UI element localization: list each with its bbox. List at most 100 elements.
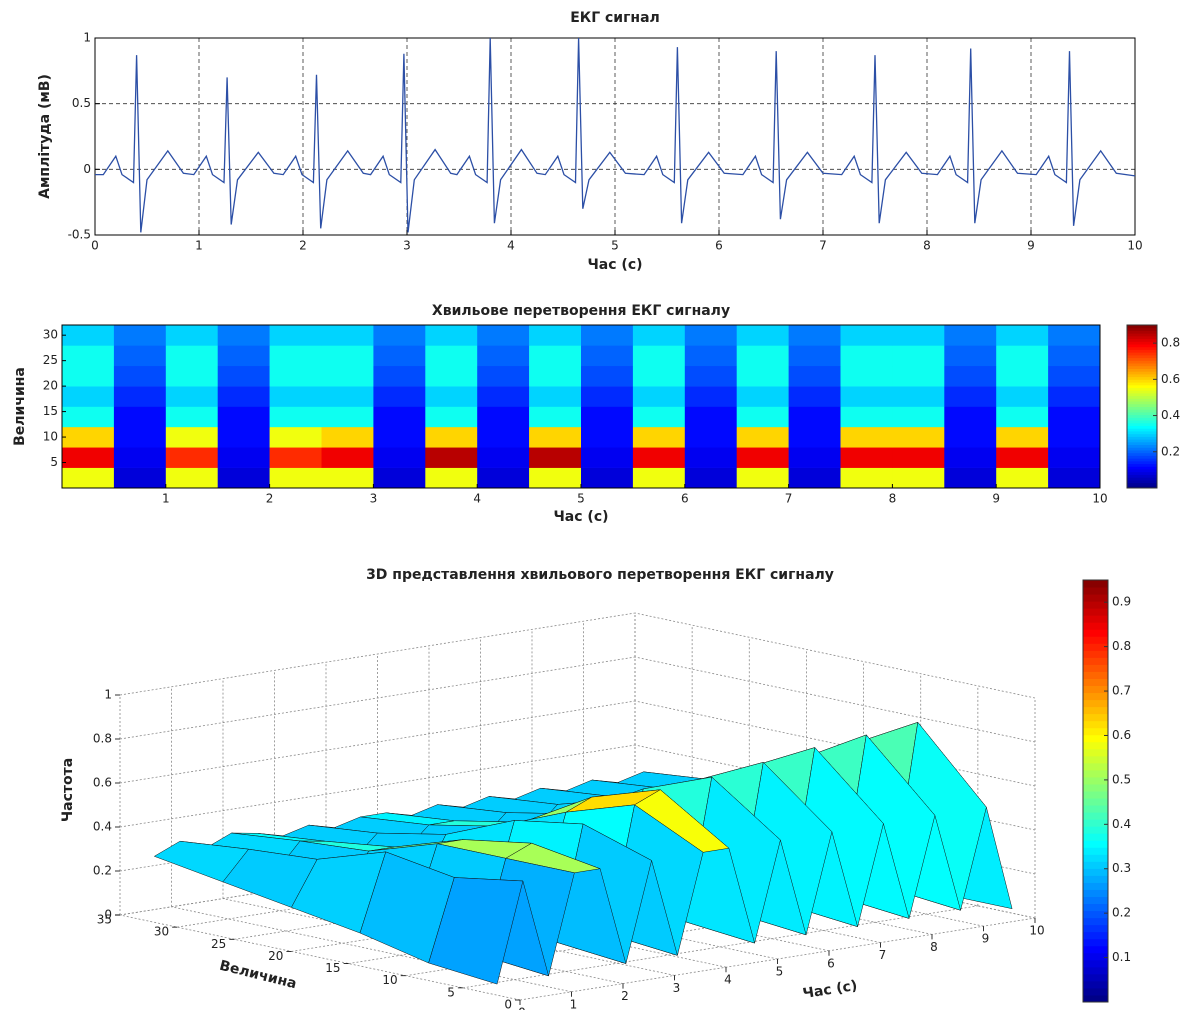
heat-cell xyxy=(62,365,115,387)
heat-cell xyxy=(321,345,374,367)
colorbar-swatch xyxy=(1083,882,1108,890)
heat-cell xyxy=(165,345,218,367)
x-tick-label: 10 xyxy=(1092,492,1107,506)
colorbar-swatch xyxy=(1127,352,1157,356)
colorbar-swatch xyxy=(1127,395,1157,399)
heat-cell xyxy=(944,467,997,489)
y-tick-label: 5 xyxy=(50,455,58,469)
y-axis-label: Величина xyxy=(218,958,298,993)
z-tick-label: 0.4 xyxy=(93,820,112,834)
colorbar-swatch xyxy=(1083,776,1108,785)
heat-cell xyxy=(632,386,686,407)
heat-cell xyxy=(62,426,115,448)
colorbar-swatch xyxy=(1127,449,1157,454)
colorbar-swatch xyxy=(1083,615,1108,623)
heat-cell xyxy=(425,406,478,428)
colorbar-swatch xyxy=(1083,980,1108,989)
heat-cell xyxy=(373,365,426,387)
heat-cell xyxy=(840,406,893,428)
colorbar-swatch xyxy=(1127,373,1157,378)
colorbar-swatch xyxy=(1127,363,1157,367)
heat-cell xyxy=(425,365,478,387)
heat-cell xyxy=(996,467,1049,489)
heat-cell xyxy=(62,325,115,346)
colorbar-swatch xyxy=(1127,417,1157,421)
z-axis-label: Частота xyxy=(60,758,76,822)
heat-cell xyxy=(477,345,530,367)
chart-title: Хвильове перетворення ЕКГ сигналу xyxy=(432,303,730,319)
heat-cell xyxy=(996,426,1049,448)
heat-cell xyxy=(321,325,374,346)
colorbar-swatch xyxy=(1127,460,1157,465)
colorbar-swatch xyxy=(1127,357,1157,361)
colorbar-swatch xyxy=(1083,833,1108,841)
colorbar-swatch xyxy=(1127,471,1157,475)
grid-line xyxy=(119,656,636,740)
colorbar-swatch xyxy=(1127,382,1157,386)
colorbar-swatch xyxy=(1083,952,1108,961)
heat-cell xyxy=(373,426,426,448)
heat-cell xyxy=(165,325,218,346)
y-tick-label: 0 xyxy=(504,998,512,1010)
grid-line xyxy=(119,744,636,828)
heat-cell xyxy=(996,406,1049,428)
grid-line xyxy=(119,612,636,696)
colorbar-swatch xyxy=(1083,819,1108,827)
heat-cell xyxy=(217,325,270,346)
heat-cell xyxy=(165,447,218,468)
heat-cell xyxy=(944,426,997,448)
heat-cell xyxy=(736,386,789,407)
colorbar-swatch xyxy=(1127,360,1157,364)
colorbar-swatch xyxy=(1127,387,1157,391)
heat-cell xyxy=(840,447,893,468)
x-tick-label: 7 xyxy=(879,948,887,962)
heat-cell xyxy=(321,447,374,468)
colorbar-swatch xyxy=(1083,713,1108,722)
grid-line xyxy=(119,700,636,784)
heat-cell xyxy=(581,365,634,387)
colorbar-swatch xyxy=(1127,401,1157,405)
colorbar-swatch xyxy=(1083,755,1108,764)
x-tick-label: 2 xyxy=(621,989,629,1003)
heat-cell xyxy=(892,447,945,468)
colorbar-tick-label: 0.4 xyxy=(1112,817,1131,831)
colorbar-tick-label: 0.9 xyxy=(1112,595,1131,609)
colorbar-swatch xyxy=(1083,938,1108,947)
heat-cell xyxy=(62,345,115,367)
heat-cell xyxy=(632,467,686,489)
heat-cell xyxy=(165,406,218,428)
colorbar-swatch xyxy=(1083,966,1108,975)
colorbar-swatch xyxy=(1083,664,1108,672)
heat-cell xyxy=(425,345,478,367)
heat-cell xyxy=(113,325,167,346)
heat-cell xyxy=(736,365,789,387)
colorbar-swatch xyxy=(1127,398,1157,402)
y-axis-label: Величина xyxy=(12,367,28,446)
heat-cell xyxy=(373,447,426,468)
y-tick-label: 25 xyxy=(211,937,226,951)
heat-cell xyxy=(684,325,737,346)
heat-cell xyxy=(425,426,478,448)
heat-cell xyxy=(477,406,530,428)
z-tick-label: 1 xyxy=(104,688,112,702)
colorbar-swatch xyxy=(1083,847,1108,855)
colorbar-swatch xyxy=(1083,601,1108,609)
heat-cell xyxy=(892,365,945,387)
colorbar-swatch xyxy=(1083,903,1108,912)
colorbar-swatch xyxy=(1127,420,1157,424)
colorbar-swatch xyxy=(1127,422,1157,427)
heat-cell xyxy=(632,426,686,448)
colorbar-swatch xyxy=(1083,826,1108,834)
colorbar-swatch xyxy=(1127,349,1157,353)
colorbar-swatch xyxy=(1083,875,1108,883)
colorbar-swatch xyxy=(1127,485,1157,489)
heat-cell xyxy=(321,386,374,407)
heat-cell xyxy=(113,447,167,468)
heat-cell xyxy=(840,365,893,387)
y-tick-label: 5 xyxy=(447,985,455,999)
colorbar-swatch xyxy=(1127,341,1157,345)
colorbar-swatch xyxy=(1127,379,1157,383)
colorbar-swatch xyxy=(1127,371,1157,375)
colorbar-swatch xyxy=(1083,650,1108,658)
heat-cell xyxy=(892,467,945,489)
